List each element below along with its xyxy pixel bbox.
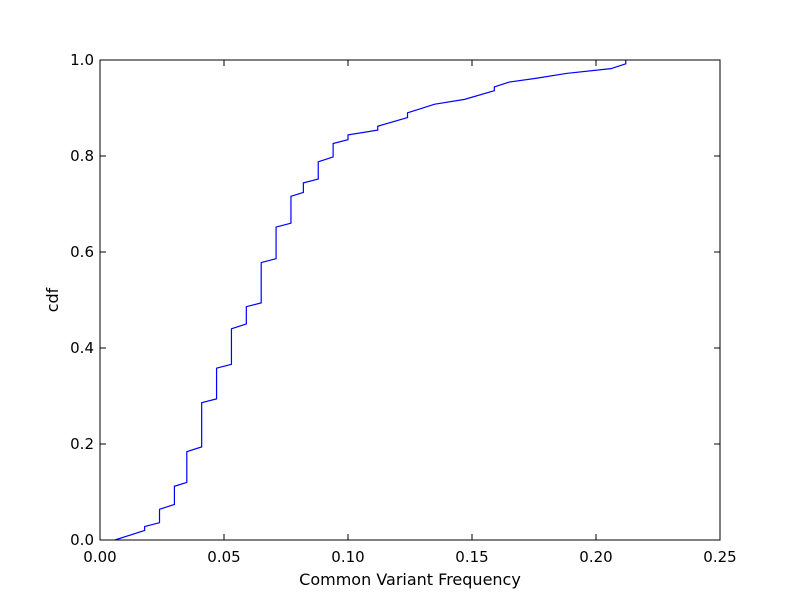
plot-frame	[99, 59, 721, 541]
x-tick-label: 0.05	[207, 548, 240, 566]
y-tick-label: 1.0	[70, 51, 94, 69]
y-tick-label: 0.0	[70, 531, 94, 549]
x-tick-label: 0.20	[579, 548, 612, 566]
cdf-series-line	[114, 60, 627, 541]
y-axis-label: cdf	[43, 287, 62, 312]
y-tick-label: 0.8	[70, 147, 94, 165]
x-tick-label: 0.25	[703, 548, 736, 566]
x-tick-label: 0.10	[331, 548, 364, 566]
x-tick-label: 0.15	[455, 548, 488, 566]
y-tick-label: 0.2	[70, 435, 94, 453]
x-axis-label: Common Variant Frequency	[299, 570, 521, 589]
plot-area	[100, 60, 720, 540]
y-tick-label: 0.4	[70, 339, 94, 357]
axis-tick-labels: 0.00 0.05 0.10 0.15 0.20 0.25 0.0 0.2 0.4 0.6 0.8 1…	[70, 51, 737, 566]
x-tick-label: 0.00	[83, 548, 116, 566]
y-tick-label: 0.6	[70, 243, 94, 261]
